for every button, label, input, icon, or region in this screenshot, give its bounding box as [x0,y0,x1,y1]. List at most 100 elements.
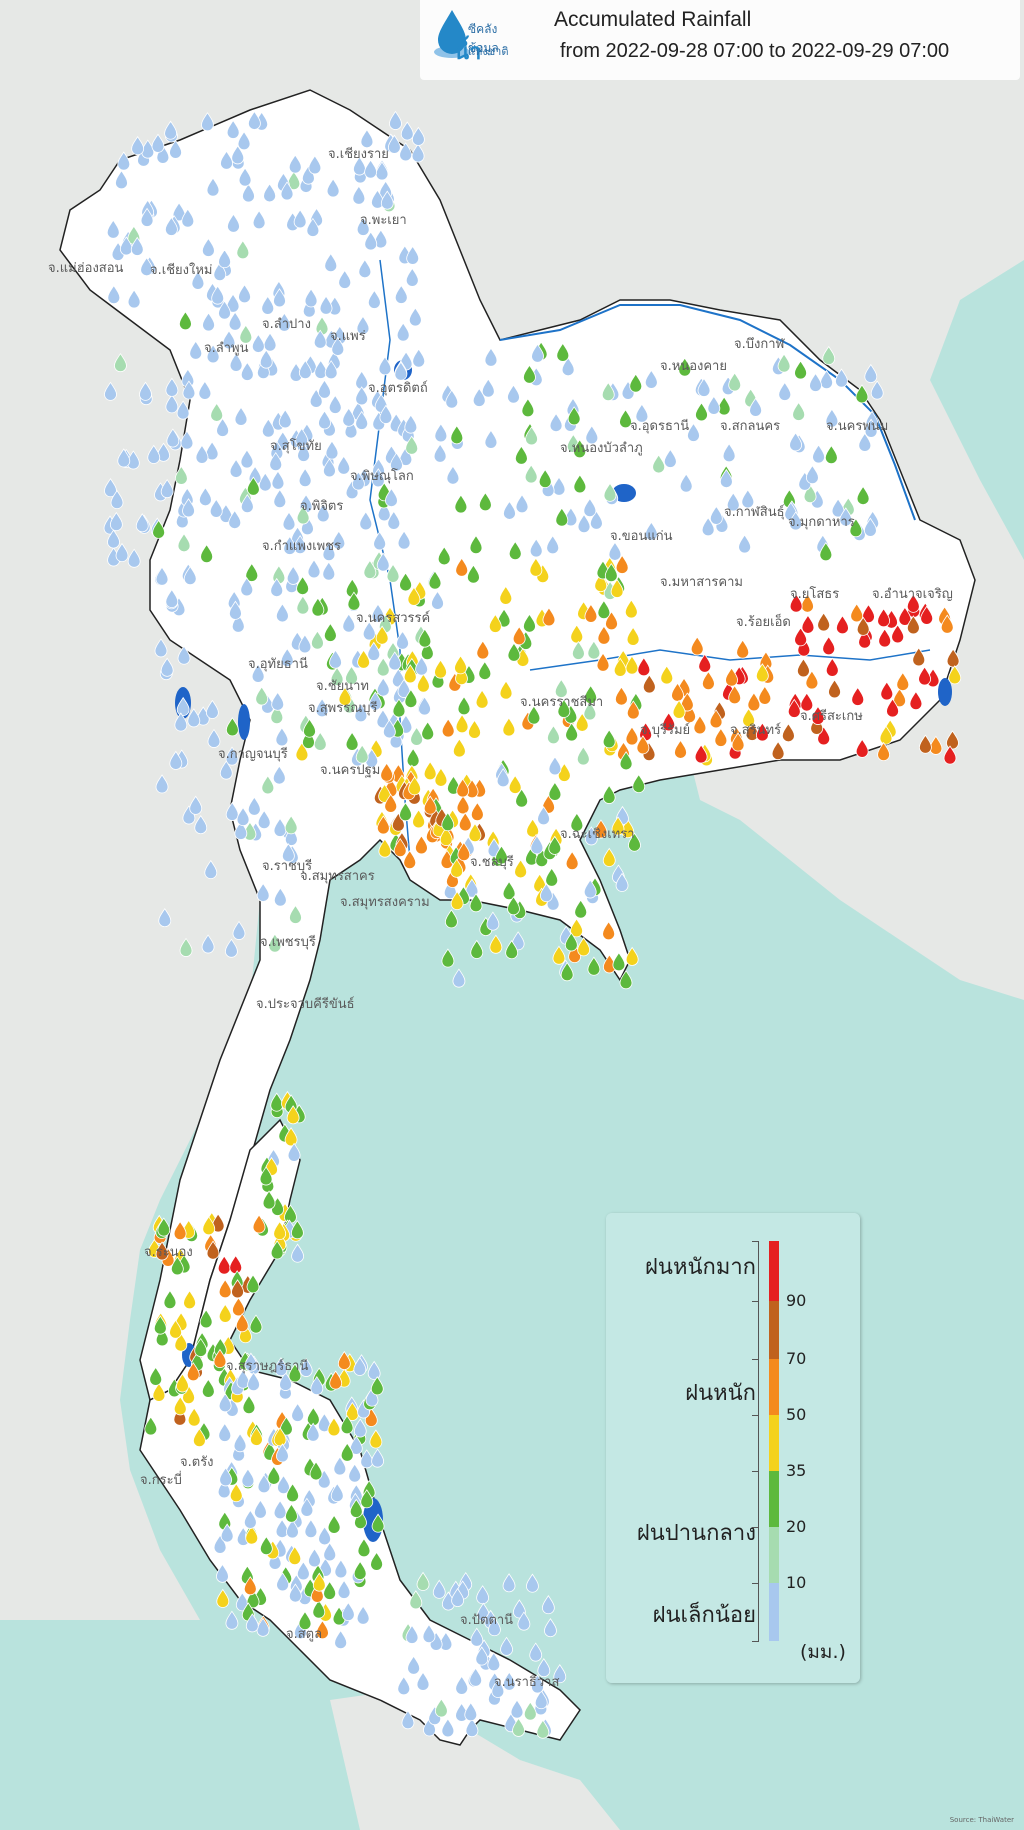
rain-drop-marker [353,1560,367,1580]
rain-drop-marker [376,657,390,677]
rain-drop-marker [286,1519,299,1539]
rain-drop-marker [297,442,311,462]
rain-drop-marker [364,159,378,179]
legend-tick-mark [752,1301,759,1302]
rain-drop-marker [316,1620,329,1640]
rain-drop-marker [345,665,358,685]
province-label: จ.บุรีรัมย์ [640,722,690,738]
rain-drop-marker [175,509,189,529]
rain-drop-marker [878,628,892,648]
rain-drop-marker [240,577,254,597]
rain-drop-marker [596,652,610,672]
rain-drop-marker [354,703,368,723]
rain-drop-marker [391,812,405,832]
rain-drop-marker [822,345,836,366]
rain-drop-marker [626,626,640,646]
rain-drop-marker [296,505,310,525]
rain-drop-marker [556,342,570,362]
rain-drop-marker [484,429,498,449]
rain-drop-marker [508,540,522,561]
legend-color-segment [769,1471,779,1527]
rain-drop-marker [594,819,608,839]
rain-drop-marker [191,270,205,290]
rain-drop-marker [470,939,484,959]
rain-drop-marker [362,621,376,641]
rain-drop-marker [259,349,273,369]
rain-drop-marker [415,835,428,855]
rain-drop-marker [282,843,295,863]
rain-drop-marker [342,407,356,427]
legend-tick-label: 90 [786,1291,807,1310]
rain-drop-marker [325,440,339,460]
rain-drop-marker [310,1583,324,1603]
rain-drop-marker [507,896,520,916]
province-label: จ.สุพรรณบุรี [308,700,378,716]
rain-drop-marker [378,783,391,803]
rain-drop-marker [512,1599,526,1619]
rain-drop-marker [323,458,336,478]
rain-drop-marker [371,603,385,623]
rain-drop-marker [130,236,144,256]
rain-drop-marker [106,219,120,239]
rain-drop-marker [200,543,214,564]
rain-drop-marker [322,541,336,562]
rain-drop-marker [330,1482,344,1503]
rain-drop-marker [544,1617,557,1638]
rain-drop-marker [206,177,220,197]
rain-drop-marker [270,1240,284,1260]
rain-drop-marker [360,1449,374,1469]
rain-drop-marker [530,835,544,855]
rain-drop-marker [379,404,393,424]
rain-drop-marker [107,284,121,305]
rain-drop-marker [536,1719,550,1739]
rain-drop-marker [678,357,692,377]
rain-drop-marker [803,483,817,504]
rain-drop-marker [331,336,345,356]
rain-drop-marker [245,562,259,582]
rain-drop-marker [345,731,359,751]
rain-drop-marker [376,815,390,835]
rain-drop-marker [583,497,597,518]
rain-drop-marker [355,386,369,406]
rain-drop-marker [384,793,398,813]
rain-drop-marker [502,880,516,901]
rain-drop-marker [298,359,312,380]
province-label: จ.สมุทรสาคร [300,869,375,884]
rain-drop-marker [240,449,254,469]
rain-drop-marker [329,1370,343,1390]
legend-category-light: ฝนเล็กน้อย [652,1603,756,1628]
rain-drop-marker [218,1393,232,1413]
rain-drop-marker [348,1463,362,1483]
rain-drop-marker [263,332,277,352]
rain-drop-marker [557,698,571,718]
rain-drop-marker [450,890,464,911]
rain-drop-marker [309,1461,323,1481]
legend-color-segment [769,1359,779,1415]
rain-drop-marker [337,1350,351,1370]
rain-drop-marker [140,257,154,277]
rain-drop-marker [293,209,307,229]
rain-drop-marker [529,557,543,577]
rain-drop-marker [344,419,358,439]
rain-drop-marker [602,729,616,749]
province-label: จ.สุรินทร์ [730,722,781,738]
rain-drop-marker [316,503,330,523]
rain-drop-marker [405,1624,419,1644]
rain-drop-marker [153,1315,167,1335]
rain-drop-marker [487,838,501,858]
rain-drop-marker [176,696,190,717]
rain-drop-marker [220,1523,234,1543]
rain-drop-marker [357,1538,371,1558]
rain-drop-marker [217,1255,231,1275]
rain-drop-marker [218,249,231,269]
rain-drop-marker [561,357,575,377]
rain-drop-marker [625,946,639,966]
rain-drop-marker [394,284,408,304]
rain-drop-marker [176,1373,189,1393]
rain-drop-marker [327,1514,341,1534]
rain-drop-marker [546,535,560,555]
rain-drop-marker [288,154,302,174]
rain-drop-marker [538,468,552,489]
rain-drop-marker [612,952,626,972]
